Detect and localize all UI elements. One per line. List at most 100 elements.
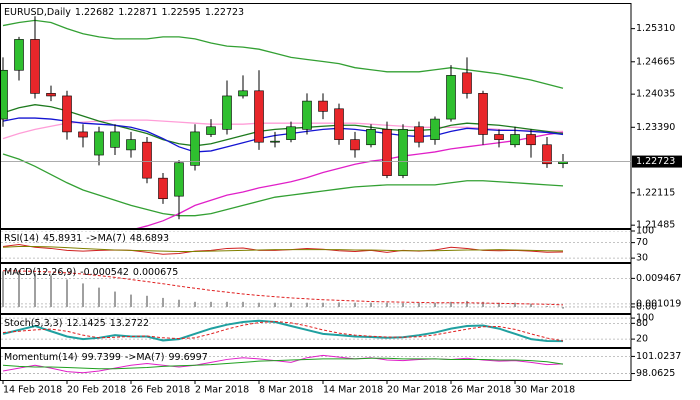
histogram-bar	[482, 301, 484, 307]
candle-body	[94, 131, 104, 156]
ohlc-value: 1.22723	[205, 7, 244, 18]
candle-body	[254, 90, 264, 143]
histogram-bar	[18, 271, 20, 307]
panel	[1, 354, 631, 374]
indicator-line	[2, 321, 564, 342]
y-tick-label: 70	[636, 237, 648, 248]
histogram-bar	[530, 303, 532, 307]
histogram-bar	[66, 279, 68, 307]
histogram-bar	[434, 302, 436, 307]
indicator-line	[2, 354, 564, 374]
indicator-line	[2, 319, 564, 343]
histogram-bar	[34, 273, 36, 307]
panel-header: Momentum(14) 99.7399 ->MA(7) 99.6997	[4, 352, 208, 363]
y-tick-label: 100	[636, 313, 654, 324]
histogram-bar	[402, 303, 404, 307]
symbol: EURUSD,Daily	[4, 7, 71, 18]
x-tick-label: 26 Mar 2018	[451, 385, 511, 396]
indicator-value: 45.8931	[43, 233, 82, 244]
x-tick-label: 14 Feb 2018	[3, 385, 62, 396]
histogram-bar	[242, 301, 244, 307]
histogram-bar	[210, 301, 212, 307]
histogram-bar	[466, 300, 468, 307]
y-tick-label: 0.009467	[636, 273, 681, 284]
indicator-line	[2, 153, 564, 217]
histogram-bar	[130, 294, 132, 307]
candle-body	[510, 134, 520, 146]
candle-body	[318, 100, 328, 112]
histogram-bar	[114, 291, 116, 307]
panel-header: Stoch(5,3,3) 12.1425 13.2722	[4, 318, 149, 329]
panel-header: EURUSD,Daily 1.22682 1.22871 1.22595 1.22723	[4, 7, 244, 18]
ohlc-value: 1.22595	[162, 7, 201, 18]
y-tick-label: 1.24035	[636, 89, 675, 100]
histogram-bar	[418, 303, 420, 307]
candle-body	[414, 126, 424, 143]
indicator-name: RSI(14)	[4, 233, 39, 244]
panel-frame	[0, 314, 632, 348]
x-tick-label: 2 Mar 2018	[195, 385, 249, 396]
candle-body	[494, 134, 504, 140]
current-price-box	[632, 155, 682, 168]
candle-body	[78, 131, 88, 138]
x-tick-label: 26 Feb 2018	[131, 385, 190, 396]
histogram-bar	[354, 302, 356, 307]
panel-frame	[0, 3, 632, 229]
candle-body	[286, 126, 296, 140]
candle-body	[62, 95, 72, 133]
panel	[1, 231, 631, 259]
candle-body	[1, 69, 8, 120]
histogram-bar	[450, 301, 452, 307]
candle-body	[446, 75, 456, 120]
candle-body	[30, 39, 40, 94]
candle-body	[334, 108, 344, 140]
candle-body	[206, 126, 216, 135]
candle-body	[238, 90, 248, 97]
y-tick-label: 20	[636, 334, 648, 345]
histogram-bar	[146, 295, 148, 307]
y-tick-label: 1.25310	[636, 23, 675, 34]
y-tick-label: 1.23390	[636, 122, 675, 133]
panel	[1, 270, 631, 309]
series-name: ->MA(7)	[86, 233, 126, 244]
candle-body	[222, 95, 232, 130]
histogram-bar	[370, 302, 372, 307]
y-tick-label: 101.0237	[636, 351, 681, 362]
indicator-value: 99.7399	[82, 352, 121, 363]
y-tick-label: 0.001019	[636, 298, 681, 309]
x-tick-label: 14 Mar 2018	[323, 385, 383, 396]
indicator-line	[2, 246, 564, 253]
candle-body	[190, 131, 200, 166]
candle-body	[126, 139, 136, 151]
histogram-bar	[178, 299, 180, 307]
ohlc-value: 1.22682	[75, 7, 114, 18]
indicator-line	[2, 357, 564, 370]
candle-body	[398, 129, 408, 176]
y-tick-label: 1.22115	[636, 187, 675, 198]
indicator-line	[136, 131, 564, 228]
candle-body	[14, 39, 24, 71]
indicator-line	[2, 104, 564, 147]
indicator-value: 48.6893	[130, 233, 169, 244]
candle-body	[46, 93, 56, 97]
candle-body	[158, 177, 168, 200]
candle-body	[174, 162, 184, 197]
indicator-line	[2, 270, 564, 306]
y-tick-label: 0.00	[636, 301, 657, 312]
candle-body	[382, 129, 392, 176]
current-price-label: 1.22723	[636, 156, 675, 167]
panel-frame	[0, 263, 632, 314]
indicator-name: Momentum(14)	[4, 352, 78, 363]
indicator-value: 13.2722	[110, 318, 149, 329]
x-tick-label: 8 Mar 2018	[259, 385, 313, 396]
y-tick-label: 80	[636, 318, 648, 329]
histogram-bar	[162, 297, 164, 307]
histogram-bar	[194, 301, 196, 307]
ohlc-value: 1.22871	[118, 7, 157, 18]
histogram-bar	[290, 302, 292, 307]
histogram-bar	[226, 301, 228, 307]
indicator-name: MACD(12,26,9)	[4, 267, 76, 278]
indicator-value: 0.000675	[133, 267, 178, 278]
